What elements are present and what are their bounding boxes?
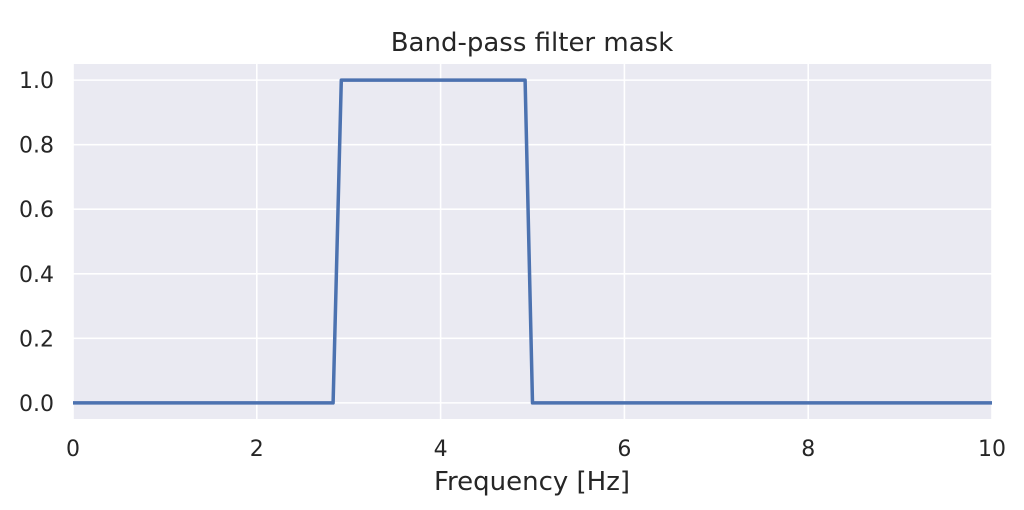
x-tick-label: 0	[66, 437, 80, 462]
x-tick-label: 6	[617, 437, 631, 462]
series-layer	[73, 78, 992, 405]
y-tick-label: 0.0	[19, 392, 54, 417]
x-axis-label: Frequency [Hz]	[434, 467, 630, 497]
x-axis-ticks: 0 2 4 6 8 10	[66, 437, 1006, 462]
x-tick-label: 2	[250, 437, 264, 462]
chart-title: Band-pass filter mask	[391, 28, 674, 58]
x-tick-label: 8	[801, 437, 815, 462]
y-tick-label: 0.4	[19, 263, 54, 288]
x-tick-label: 4	[434, 437, 448, 462]
y-tick-label: 1.0	[19, 69, 54, 94]
y-tick-label: 0.2	[19, 327, 54, 352]
y-tick-label: 0.6	[19, 198, 54, 223]
series-line	[73, 78, 992, 405]
y-axis-ticks: 0.0 0.2 0.4 0.6 0.8 1.0	[19, 69, 54, 417]
y-tick-label: 0.8	[19, 134, 54, 159]
x-tick-label: 10	[978, 437, 1006, 462]
